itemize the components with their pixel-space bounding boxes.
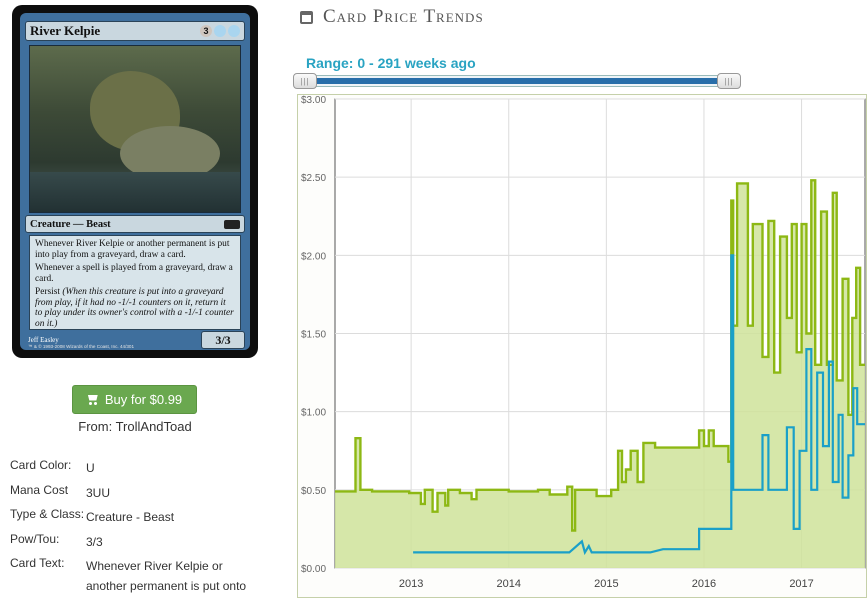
x-tick-label: 2015 xyxy=(594,578,618,590)
attribute-value: Whenever River Kelpie or another permane… xyxy=(86,559,247,593)
attribute-key: Card Color: xyxy=(10,458,72,472)
section-title: Card Price Trends xyxy=(323,6,484,27)
attribute-key: Pow/Tou: xyxy=(10,531,60,546)
card-artwork xyxy=(29,45,241,213)
price-chart: $0.00 $0.50 $1.00 $1.50 $2.00 $2.50 $3.00 2013 2… xyxy=(301,95,866,590)
shopping-cart-icon xyxy=(87,395,99,405)
buylist-price-line xyxy=(413,254,865,556)
attribute-value: Creature - Beast xyxy=(86,510,175,524)
y-tick-label: $0.00 xyxy=(301,564,326,575)
range-slider-max-handle[interactable]: ||| xyxy=(717,73,741,89)
card-type-bar: Creature — Beast xyxy=(25,215,245,233)
range-label: Range: 0 - 291 weeks ago xyxy=(306,55,476,71)
attribute-key: Card Text: xyxy=(10,556,65,570)
attribute-value: 3/3 xyxy=(86,534,103,549)
attribute-row: Mana Cost 3UU xyxy=(10,483,261,508)
attribute-value: U xyxy=(86,461,95,475)
price-chart-frame: $0.00 $0.50 $1.00 $1.50 $2.00 $2.50 $3.00 2013 2… xyxy=(297,94,867,598)
y-tick-label: $1.00 xyxy=(301,408,326,419)
y-tick-label: $3.00 xyxy=(301,95,326,106)
mana-symbol-blue-icon xyxy=(228,25,240,37)
seller-line: From: TrollAndToad xyxy=(78,419,192,434)
attribute-row: Type & Class: Creature - Beast xyxy=(10,507,261,532)
attribute-key: Type & Class: xyxy=(10,507,85,521)
mana-symbol-blue-icon xyxy=(214,25,226,37)
art-creature-body xyxy=(120,126,220,181)
x-tick-label: 2016 xyxy=(692,578,716,590)
attribute-row: Card Text: Whenever River Kelpie or anoth… xyxy=(10,556,261,593)
card-rule-persist: Persist (When this creature is put into … xyxy=(35,287,235,329)
art-water xyxy=(30,172,240,212)
attribute-row: Pow/Tou: 3/3 xyxy=(10,532,261,557)
card-rule-2: Whenever a spell is played from a gravey… xyxy=(35,263,233,284)
card-power-toughness: 3/3 xyxy=(201,331,245,349)
card-type-line: Creature — Beast xyxy=(30,218,111,230)
range-slider-fill xyxy=(303,78,728,84)
set-symbol-icon xyxy=(224,219,240,229)
attribute-key: Mana Cost xyxy=(10,482,69,497)
card-title-bar: River Kelpie 3 xyxy=(25,21,245,41)
card-rules-box: Whenever River Kelpie or another permane… xyxy=(29,235,241,330)
y-tick-label: $2.50 xyxy=(301,173,326,184)
card-attributes: Card Color: U Mana Cost 3UU Type & Class: Cre… xyxy=(10,458,261,593)
x-tick-label: 2013 xyxy=(399,578,423,590)
card-mana-cost: 3 xyxy=(200,25,240,37)
calendar-icon xyxy=(300,10,313,24)
card-artist: Jeff Easley xyxy=(28,336,59,344)
card-image: River Kelpie 3 Creature — Beast Whenever… xyxy=(12,5,258,358)
y-tick-label: $1.50 xyxy=(301,330,326,341)
range-slider-min-handle[interactable]: ||| xyxy=(293,73,317,89)
price-trends-header: Card Price Trends xyxy=(300,6,484,28)
card-rule-1: Whenever River Kelpie or another permane… xyxy=(35,239,230,260)
mana-symbol-generic-icon: 3 xyxy=(200,25,212,37)
retail-price-line xyxy=(335,179,865,532)
buy-button[interactable]: Buy for $0.99 xyxy=(72,385,197,414)
attribute-row: Card Color: U xyxy=(10,458,261,483)
card-copyright: ™ & © 1993-2008 Wizards of the Coast, In… xyxy=(28,344,135,349)
buy-button-label: Buy for $0.99 xyxy=(104,392,183,407)
persist-label: Persist xyxy=(35,287,61,297)
range-slider[interactable]: ||| ||| xyxy=(293,73,741,89)
x-tick-label: 2017 xyxy=(789,578,813,590)
card-name: River Kelpie xyxy=(30,23,101,38)
y-tick-label: $2.00 xyxy=(301,251,326,262)
attribute-value: 3UU xyxy=(86,485,111,500)
x-tick-label: 2014 xyxy=(496,578,520,590)
card-face: River Kelpie 3 Creature — Beast Whenever… xyxy=(20,13,250,350)
persist-reminder: (When this creature is put into a gravey… xyxy=(35,287,234,329)
y-tick-label: $0.50 xyxy=(301,486,326,497)
